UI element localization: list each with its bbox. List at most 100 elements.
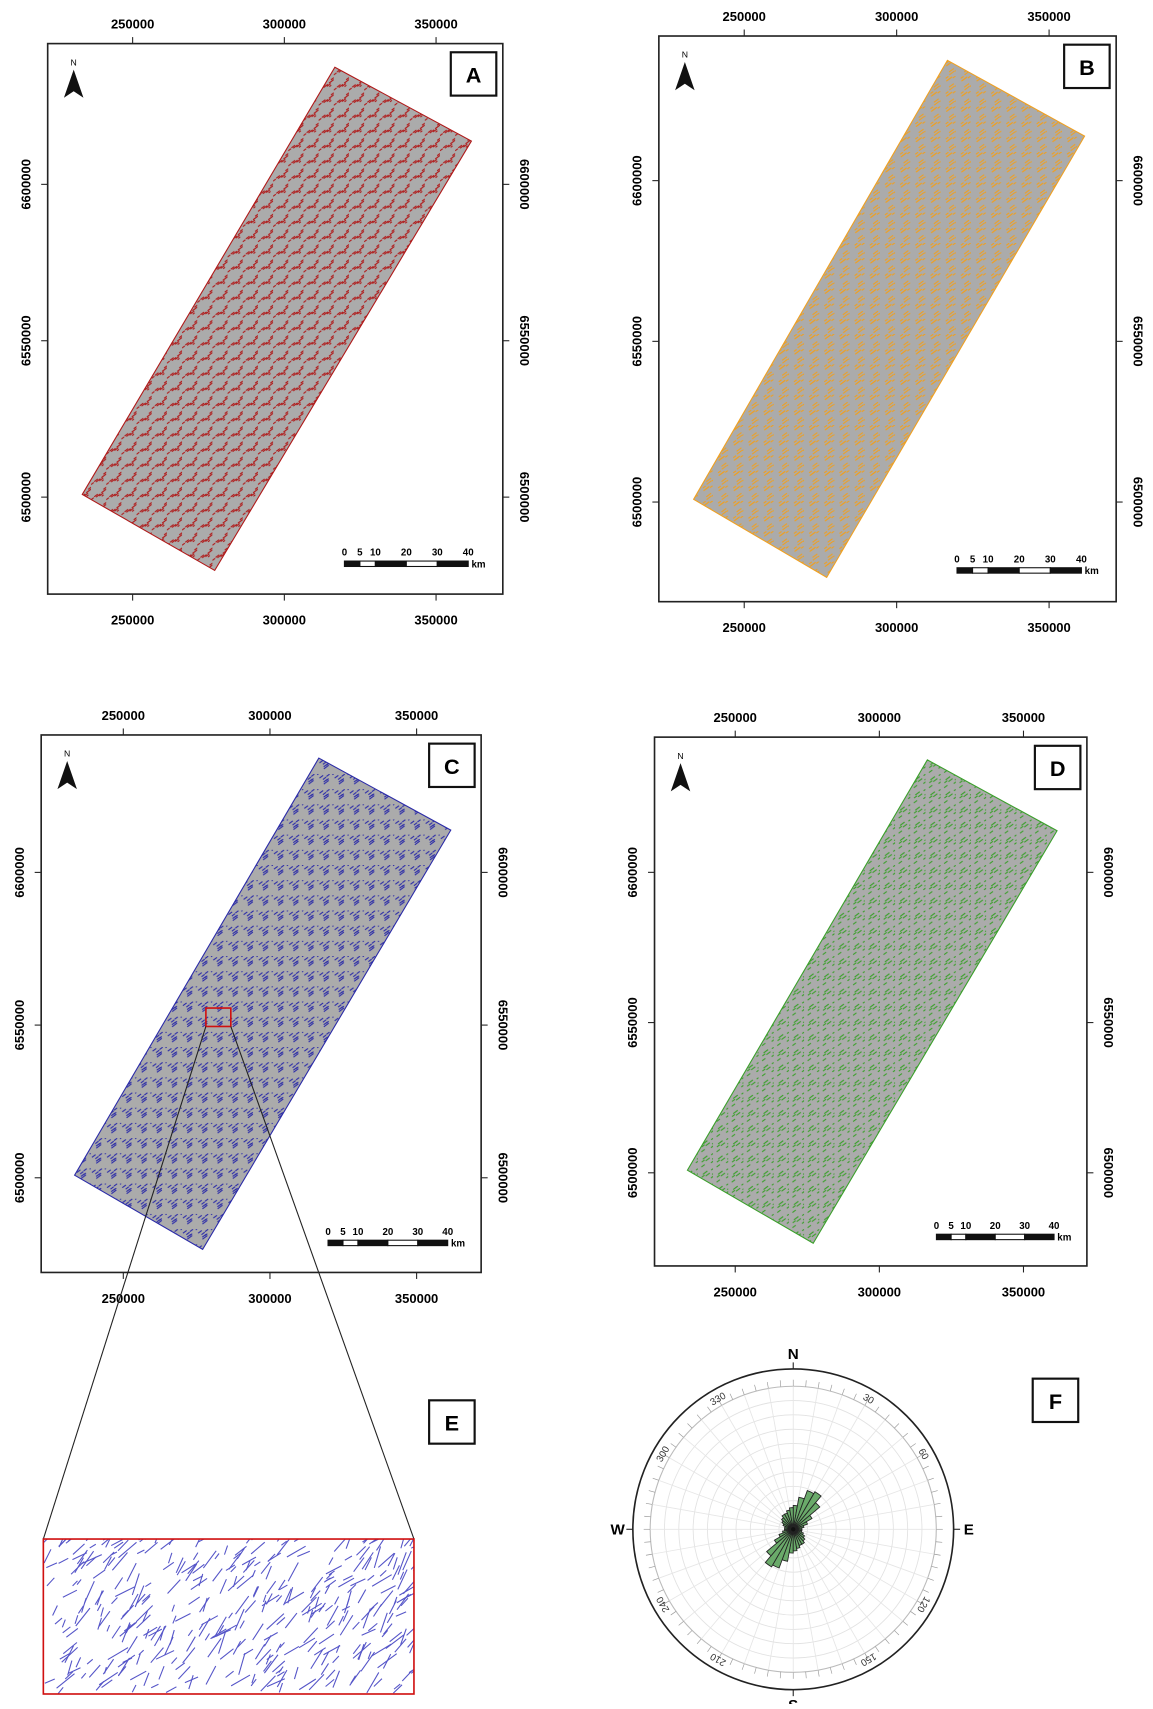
lineament (301, 1596, 317, 1613)
ring-tick (817, 1381, 820, 1389)
lineament (236, 1574, 254, 1590)
lineament (76, 1549, 88, 1565)
grid-radial (792, 1529, 866, 1654)
y-tick-label: 6600000 (18, 159, 33, 210)
scale-bar-unit: km (471, 560, 485, 571)
ring-tick (663, 1600, 670, 1605)
lineament (117, 1654, 136, 1668)
rose-petal (792, 1529, 798, 1552)
lineament (56, 1673, 75, 1689)
ring-tick (687, 1423, 693, 1429)
lineament (407, 1639, 414, 1648)
y-tick-label: 6500000 (517, 472, 532, 523)
lineament (321, 1651, 330, 1666)
lineament (352, 1644, 361, 1655)
lineament (402, 1550, 412, 1571)
lineament (136, 1593, 146, 1604)
lineament (261, 1600, 267, 1613)
lineament (386, 1612, 394, 1624)
grid-radial (792, 1528, 904, 1622)
lineament (376, 1539, 385, 1551)
north-label: N (682, 50, 688, 60)
lineament (250, 1541, 266, 1555)
lineament (192, 1552, 199, 1561)
lineament (260, 1561, 271, 1574)
scale-bar-segment (342, 1239, 359, 1247)
lineament (111, 1597, 118, 1605)
lineament (195, 1539, 201, 1548)
lineament (143, 1626, 158, 1636)
scale-bar-segment (327, 1239, 344, 1247)
ring-tick (902, 1432, 908, 1438)
panel-label: C (444, 754, 460, 779)
lineament (110, 1551, 118, 1556)
lineament (131, 1684, 137, 1693)
lineament (276, 1671, 285, 1677)
lineament (80, 1550, 95, 1570)
lineament (187, 1629, 193, 1637)
lineament (309, 1587, 317, 1599)
lineament (406, 1627, 414, 1636)
lineament (95, 1680, 105, 1691)
lineament (142, 1593, 151, 1602)
lineament (219, 1578, 227, 1594)
direction-label: S (788, 1697, 798, 1704)
lineament (175, 1662, 186, 1671)
ring-tick (779, 1671, 782, 1679)
grid-radial (743, 1394, 794, 1530)
lineament (165, 1686, 177, 1693)
ring-tick (645, 1502, 653, 1505)
lineament (279, 1642, 285, 1649)
lineament (101, 1679, 113, 1688)
ring-tick (916, 1454, 923, 1459)
lineament (266, 1580, 277, 1595)
lineament (399, 1571, 405, 1580)
lineament (350, 1578, 366, 1587)
scale-bar-segment (1018, 567, 1051, 574)
lineament (399, 1585, 414, 1596)
lineament (175, 1613, 191, 1622)
lineament (284, 1612, 298, 1629)
ring-tick (657, 1465, 664, 1470)
panel-label: B (1079, 55, 1095, 80)
lineament (96, 1603, 102, 1612)
y-tick-label: 6600000 (625, 847, 640, 898)
ring-tick (696, 1414, 702, 1420)
lineament (260, 1675, 276, 1692)
x-tick-label: 300000 (858, 710, 901, 725)
lineament (392, 1684, 403, 1694)
scale-bar-label: 20 (1014, 554, 1025, 565)
lineament (207, 1637, 222, 1658)
lineament (276, 1539, 291, 1556)
lineament (134, 1585, 145, 1608)
ring-tick (934, 1502, 941, 1505)
direction-label: W (611, 1522, 626, 1539)
lineament (172, 1615, 177, 1624)
x-tick-label: 350000 (395, 708, 438, 723)
scale-bar-segment (405, 560, 438, 568)
lineament (136, 1549, 145, 1555)
ring-tick (678, 1432, 684, 1438)
lineament (118, 1541, 137, 1559)
panel-label: D (1050, 756, 1066, 781)
ring-tick (648, 1490, 656, 1493)
lineament (362, 1608, 371, 1629)
lineament (394, 1638, 407, 1653)
lineament (342, 1575, 353, 1581)
rose-petal (792, 1514, 813, 1530)
lineament (192, 1575, 204, 1582)
ring-tick (644, 1541, 651, 1543)
lineament (74, 1557, 84, 1574)
scale-bar-segment (417, 1239, 449, 1247)
lineament (266, 1678, 286, 1688)
lineament (338, 1615, 344, 1626)
lineament (293, 1666, 299, 1680)
lineament (155, 1650, 175, 1660)
lineament (303, 1627, 319, 1644)
grid-radial (658, 1479, 794, 1530)
lineament (265, 1565, 272, 1580)
lineament (250, 1678, 257, 1687)
lineament (278, 1584, 288, 1591)
lineament (393, 1683, 401, 1690)
x-tick-label: 300000 (875, 620, 918, 635)
